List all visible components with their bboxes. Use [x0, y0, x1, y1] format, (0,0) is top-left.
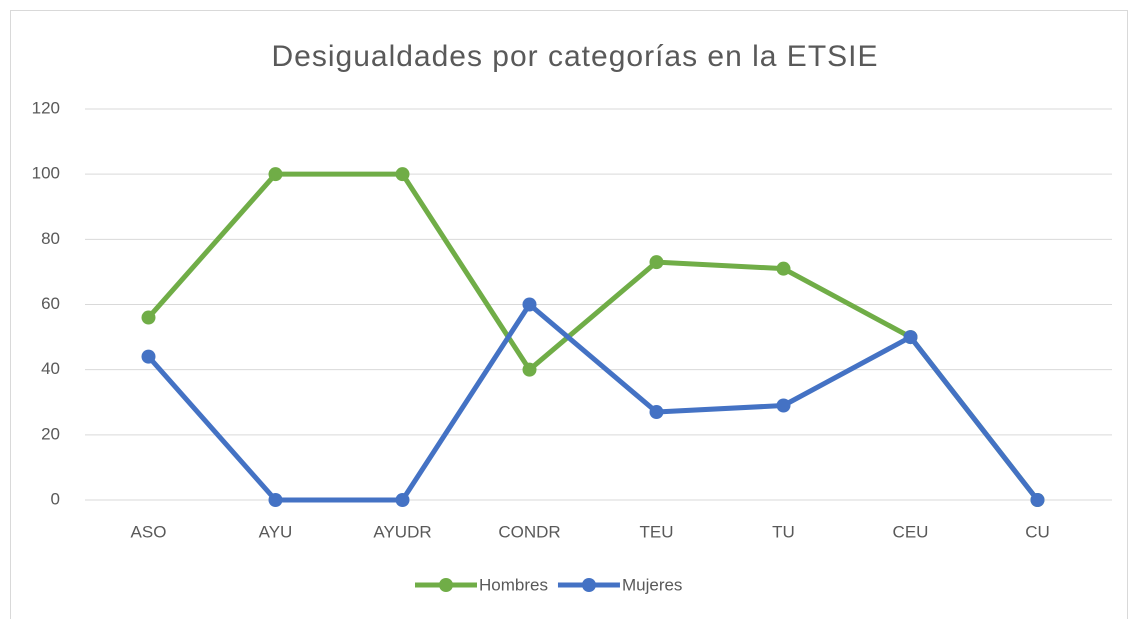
x-tick-label: TU — [772, 522, 795, 541]
y-tick-label: 0 — [51, 489, 60, 508]
x-tick-label: CONDR — [498, 522, 560, 541]
data-point — [776, 261, 791, 276]
chart-title: Desigualdades por categorías en la ETSIE — [272, 40, 879, 73]
legend-marker — [439, 578, 453, 592]
data-point — [522, 297, 537, 312]
x-tick-label: AYU — [259, 522, 293, 541]
data-point — [1030, 493, 1045, 507]
legend-label: Hombres — [479, 575, 548, 594]
x-tick-label: CU — [1025, 522, 1050, 541]
data-point — [395, 493, 410, 507]
series-line — [146, 302, 1040, 503]
data-point — [522, 362, 537, 377]
y-tick-label: 20 — [41, 424, 60, 443]
y-tick-label: 100 — [32, 164, 60, 183]
data-point — [776, 398, 791, 413]
x-tick-label: CEU — [893, 522, 929, 541]
x-tick-label: AYUDR — [373, 522, 431, 541]
series-line — [146, 171, 1040, 503]
legend-label: Mujeres — [622, 575, 682, 594]
y-tick-label: 120 — [32, 98, 60, 117]
data-point — [141, 349, 156, 364]
y-tick-label: 60 — [41, 294, 60, 313]
chart-frame — [10, 10, 1128, 619]
data-point — [649, 255, 664, 270]
y-tick-label: 80 — [41, 229, 60, 248]
data-point — [649, 405, 664, 420]
data-point — [395, 167, 410, 182]
data-point — [903, 330, 918, 345]
y-tick-label: 40 — [41, 359, 60, 378]
legend-marker — [581, 578, 596, 592]
x-tick-label: ASO — [131, 522, 167, 541]
data-point — [268, 493, 283, 507]
data-point — [141, 310, 156, 325]
data-point — [268, 167, 283, 182]
x-tick-label: TEU — [640, 522, 674, 541]
